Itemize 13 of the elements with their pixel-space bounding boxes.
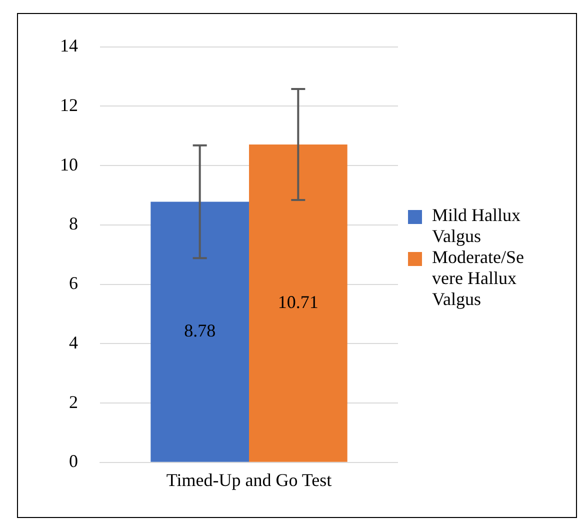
y-tick-label: 6 <box>69 273 78 294</box>
y-tick-label: 8 <box>69 214 78 234</box>
data-label: 8.78 <box>184 320 216 341</box>
y-tick-label: 14 <box>60 36 78 56</box>
legend-label: Moderate/Severe Hallux Valgus <box>432 247 524 309</box>
y-tick-label: 0 <box>69 451 78 472</box>
legend-label: Mild Hallux Valgus <box>432 205 520 246</box>
data-label: 10.71 <box>278 292 318 312</box>
x-tick-label: Timed-Up and Go Test <box>166 470 332 490</box>
y-tick-label: 10 <box>60 154 78 174</box>
y-tick-label: 12 <box>60 94 78 115</box>
y-tick-label: 4 <box>69 332 78 352</box>
y-tick-label: 2 <box>69 392 78 412</box>
